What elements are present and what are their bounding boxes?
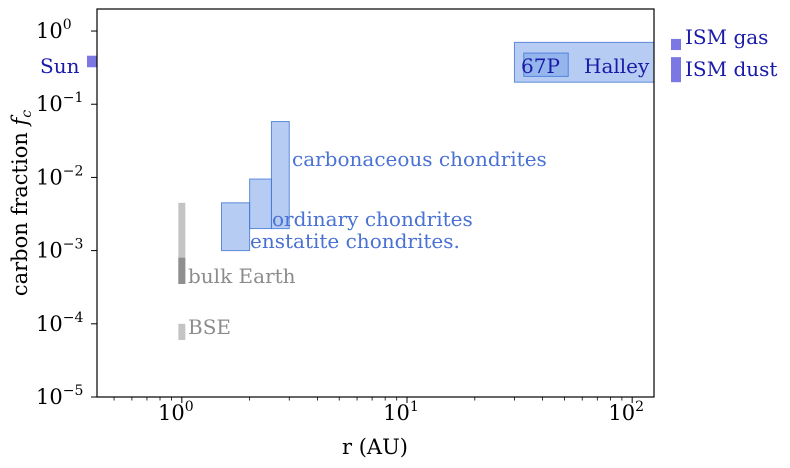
chart-marks — [87, 38, 681, 341]
y-tick-label-base: 10 — [36, 19, 63, 43]
x-tick-label-1: 100 — [158, 399, 194, 425]
y-tick-label: 100 — [36, 17, 72, 43]
region-sun — [87, 55, 97, 68]
region-bulk-earth — [178, 202, 186, 284]
annotation-sun: Sun — [40, 54, 80, 78]
y-tick-label-exponent: −5 — [63, 383, 84, 399]
region-bulk-earth-core — [178, 257, 186, 284]
annotation-ism-dust: ISM dust — [685, 57, 777, 81]
x-tick-label-10: 101 — [383, 399, 419, 425]
chart-labels: carbonaceous chondrites ordinary chondri… — [40, 25, 777, 339]
y-tick-label-exponent: −3 — [63, 237, 84, 253]
y-tick-label: 10−3 — [36, 237, 83, 263]
region-bse — [178, 323, 186, 341]
y-tick-label: 10−4 — [36, 310, 83, 336]
y-tick-label-exponent: −4 — [63, 310, 84, 326]
y-axis-label-main: carbon fraction — [8, 125, 32, 296]
x-tick-label-base: 10 — [608, 401, 635, 425]
region-halley — [513, 41, 655, 83]
marker-ism-gas — [671, 38, 681, 51]
annotation-carbonaceous: carbonaceous chondrites — [292, 147, 547, 171]
region-enstatite-chondrites — [220, 202, 251, 252]
axes-frame — [96, 8, 655, 398]
x-tick-label-exponent: 0 — [185, 399, 194, 415]
annotation-67p: 67P — [521, 54, 560, 78]
y-axis-label-symbol: f — [8, 114, 32, 127]
annotation-ordinary: ordinary chondrites — [272, 207, 473, 231]
annotation-ism-gas: ISM gas — [685, 25, 768, 49]
y-tick-label-base: 10 — [36, 239, 63, 263]
y-tick-label: 10−5 — [36, 383, 83, 409]
y-tick-label-base: 10 — [36, 165, 63, 189]
y-tick-label-base: 10 — [36, 385, 63, 409]
y-tick-label-exponent: −1 — [63, 90, 84, 106]
annotation-bse: BSE — [188, 315, 231, 339]
y-tick-label: 10−1 — [36, 90, 83, 116]
x-tick-label-base: 10 — [158, 401, 185, 425]
region-ordinary-chondrites — [249, 178, 272, 230]
marker-ism-dust — [671, 57, 681, 83]
y-axis-label-subscript: c — [19, 110, 35, 118]
x-tick-label-100: 102 — [608, 399, 644, 425]
region-carbonaceous-chondrites — [270, 121, 290, 230]
y-tick-label-exponent: −2 — [63, 163, 84, 179]
y-tick-label-base: 10 — [36, 92, 63, 116]
x-axis-label: r (AU) — [342, 435, 408, 459]
y-axis-label: carbon fraction fc — [8, 110, 35, 296]
annotation-halley: Halley — [584, 54, 650, 78]
region-67p — [523, 52, 569, 77]
y-tick-label-exponent: 0 — [63, 17, 72, 33]
annotation-bulk-earth: bulk Earth — [188, 264, 296, 288]
x-tick-label-exponent: 2 — [635, 399, 644, 415]
annotation-enstatite: enstatite chondrites. — [250, 229, 460, 253]
x-tick-label-exponent: 1 — [410, 399, 419, 415]
y-tick-label-base: 10 — [36, 312, 63, 336]
x-tick-label-base: 10 — [383, 401, 410, 425]
y-tick-label: 10−2 — [36, 163, 83, 189]
